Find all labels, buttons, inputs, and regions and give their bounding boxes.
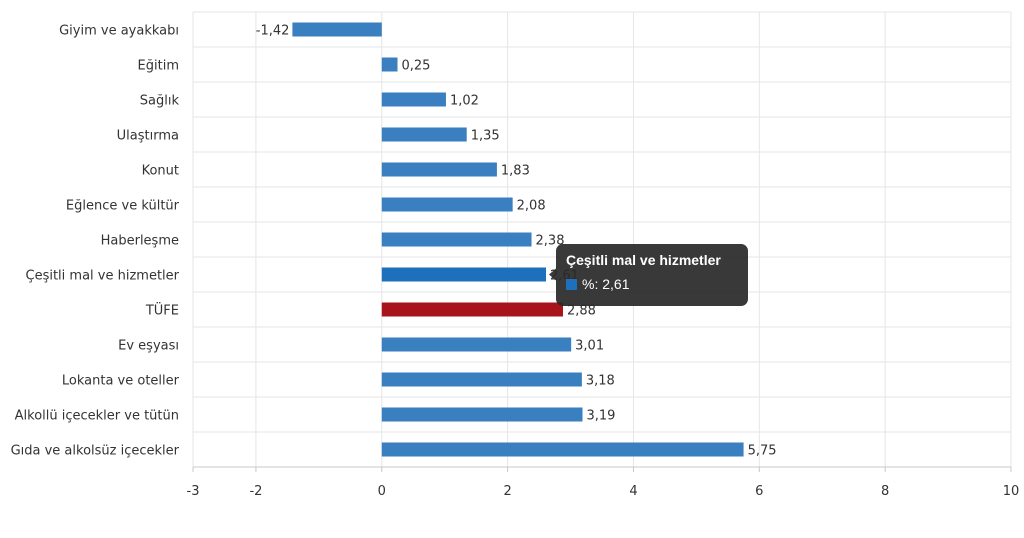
bar[interactable] — [381, 162, 497, 177]
bar[interactable] — [381, 407, 583, 422]
category-label: Eğitim — [138, 59, 179, 74]
category-label: TÜFE — [145, 302, 179, 319]
data-label: 2,88 — [567, 304, 596, 319]
x-tick-label: 0 — [378, 484, 386, 499]
category-label: Ulaştırma — [117, 129, 179, 144]
x-tick-label: 10 — [1003, 484, 1020, 499]
category-label: Çeşitli mal ve hizmetler — [26, 269, 180, 284]
category-label: Eğlence ve kültür — [66, 199, 180, 214]
bar[interactable] — [381, 372, 582, 387]
data-labels: -1,420,251,021,351,832,082,382,612,883,0… — [256, 24, 777, 459]
category-label: Ev eşyası — [118, 339, 179, 354]
data-label: 3,18 — [586, 374, 615, 389]
tooltip-swatch-icon — [566, 278, 577, 290]
data-label: 1,83 — [501, 164, 530, 179]
x-tick-label: 8 — [881, 484, 889, 499]
bar[interactable] — [381, 127, 467, 142]
x-axis-ticks: -3 -2 0 2 4 6 8 10 — [187, 466, 1020, 499]
bar[interactable] — [381, 197, 513, 212]
data-label: -1,42 — [256, 24, 290, 39]
bar[interactable] — [381, 302, 563, 317]
x-tick-label: 4 — [629, 484, 637, 499]
category-label: Haberleşme — [101, 234, 179, 249]
category-label: Giyim ve ayakkabı — [59, 24, 179, 39]
bar[interactable] — [381, 232, 532, 247]
grid-layer — [192, 11, 1012, 468]
tooltip-row: %: 2,61 — [566, 276, 738, 292]
data-label: 3,01 — [575, 339, 604, 354]
tooltip-value: %: 2,61 — [582, 276, 630, 292]
data-label: 1,35 — [471, 129, 500, 144]
bar[interactable] — [381, 442, 744, 457]
bar[interactable] — [292, 22, 382, 37]
data-label: 1,02 — [450, 94, 479, 109]
category-label: Konut — [142, 164, 179, 179]
bar[interactable] — [381, 267, 546, 282]
data-label: 2,38 — [536, 234, 565, 249]
data-label: 5,75 — [748, 444, 777, 459]
x-tick-label: -3 — [187, 484, 200, 499]
category-labels: Giyim ve ayakkabı Eğitim Sağlık Ulaştırma Ko… — [11, 24, 180, 459]
x-tick-label: -2 — [249, 484, 262, 499]
category-label: Gıda ve alkolsüz içecekler — [11, 444, 180, 459]
tooltip-pointer — [549, 268, 556, 281]
tooltip-title: Çeşitli mal ve hizmetler — [566, 252, 721, 268]
tooltip: Çeşitli mal ve hizmetler %: 2,61 — [556, 244, 748, 306]
category-label: Lokanta ve oteller — [62, 374, 180, 389]
data-label: 3,19 — [586, 409, 615, 424]
x-tick-label: 2 — [503, 484, 511, 499]
data-label: 2,08 — [517, 199, 546, 214]
bar[interactable] — [381, 337, 572, 352]
bar[interactable] — [381, 57, 398, 72]
x-tick-label: 6 — [755, 484, 763, 499]
bar-layer — [292, 22, 744, 457]
data-label: 0,25 — [402, 59, 431, 74]
category-label: Alkollü içecekler ve tütün — [15, 409, 179, 424]
category-label: Sağlık — [140, 94, 180, 109]
bar[interactable] — [381, 92, 446, 107]
